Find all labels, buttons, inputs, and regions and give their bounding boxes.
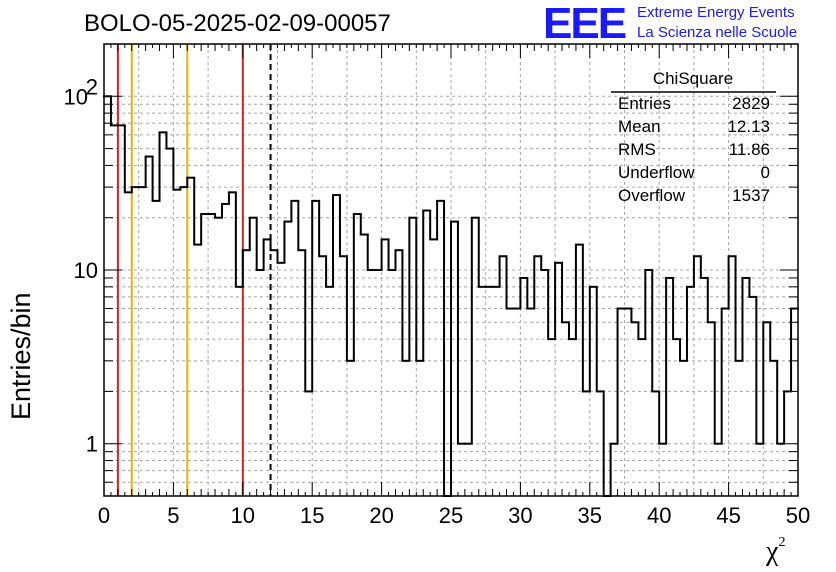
stats-row-value: 0: [761, 163, 770, 182]
x-tick-label: 25: [439, 503, 463, 528]
histogram-series: [103, 95, 799, 497]
stats-row-label: Overflow: [618, 186, 686, 205]
x-axis-label: χ2: [766, 534, 786, 568]
x-tick-label: 20: [369, 503, 393, 528]
x-tick-label: 0: [98, 503, 110, 528]
y-tick-label-superscript: 2: [86, 74, 98, 99]
chart-title: BOLO-05-2025-02-09-00057: [84, 10, 391, 37]
x-tick-label: 30: [508, 503, 532, 528]
x-tick-label: 5: [167, 503, 179, 528]
x-axis-label-superscript: 2: [778, 534, 786, 550]
logo-mark: EEE: [543, 0, 627, 48]
stats-row-label: Entries: [618, 94, 671, 113]
y-tick-label: 10: [64, 84, 88, 109]
logo-tagline-1: Extreme Energy Events: [637, 4, 795, 21]
grid-lines: [104, 43, 798, 497]
stats-name: ChiSquare: [653, 69, 733, 88]
stats-row-value: 11.86: [729, 140, 770, 159]
x-tick-label: 10: [231, 503, 255, 528]
x-tick-label: 35: [578, 503, 602, 528]
stats-row-label: RMS: [618, 140, 656, 159]
stats-row-value: 1537: [732, 186, 770, 205]
stats-row-value: 2829: [732, 94, 770, 113]
x-tick-label: 50: [786, 503, 810, 528]
y-tick-label: 1: [86, 432, 98, 457]
stats-row-value: 12.13: [727, 117, 770, 136]
x-tick-label: 15: [300, 503, 324, 528]
stats-box: ChiSquare Entries 2829 Mean 12.13 RMS 11.86 Und…: [611, 69, 776, 205]
x-axis-label-base: χ: [766, 536, 779, 567]
x-tick-label: 40: [647, 503, 671, 528]
eee-logo: EEE Extreme Energy Events La Scienza nel…: [543, 0, 797, 48]
logo-tagline-2: La Scienza nelle Scuole: [637, 24, 798, 41]
stats-row-label: Mean: [618, 117, 661, 136]
x-tick-label: 45: [716, 503, 740, 528]
stats-row-label: Underflow: [618, 163, 695, 182]
y-tick-label: 10: [74, 258, 98, 283]
